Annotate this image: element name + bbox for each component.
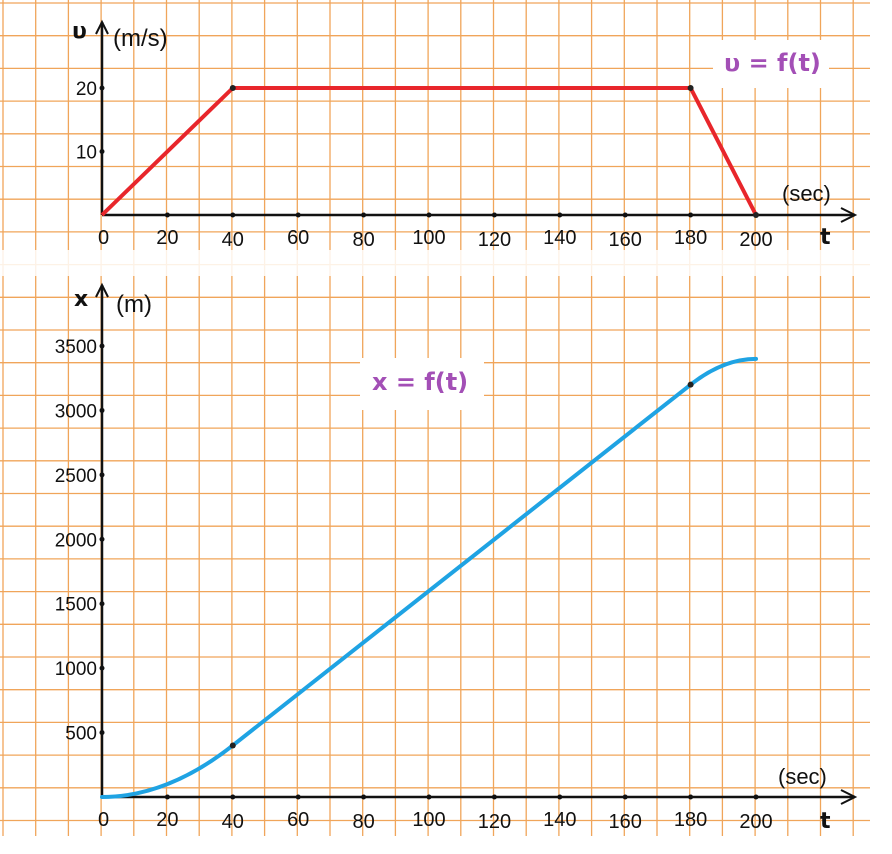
- x-tick-mark: [491, 794, 497, 800]
- velocity-x-unit: (sec): [782, 181, 831, 206]
- x-tick-mark: [426, 212, 432, 218]
- position-series: [100, 356, 758, 799]
- y-tick-label: 2000: [55, 530, 97, 551]
- velocity-series: [100, 85, 759, 218]
- series-point: [229, 85, 236, 91]
- x-tick-label: 60: [287, 809, 309, 831]
- x-tick-label: 180: [674, 809, 707, 831]
- x-tick-mark: [622, 212, 628, 218]
- series-point: [687, 381, 694, 388]
- x-tick-mark: [426, 794, 432, 800]
- y-tick-label: 10: [76, 143, 97, 164]
- velocity-y-ticks: 10 20: [76, 79, 105, 164]
- y-tick-mark: [99, 343, 105, 349]
- velocity-title: υ = f(t): [724, 49, 821, 77]
- position-y-unit: (m): [116, 291, 152, 318]
- velocity-x-ticks: 0 20 40 60 80 100 120 140 160 180 200: [98, 212, 773, 251]
- series-point: [687, 85, 694, 91]
- y-axis-arrow: [95, 282, 109, 298]
- x-tick-label: 120: [478, 229, 511, 251]
- y-tick-mark: [99, 85, 105, 91]
- position-title: x = f(t): [372, 368, 468, 396]
- velocity-y-unit: (m/s): [113, 25, 168, 52]
- x-axis-arrow: [840, 789, 858, 805]
- velocity-axes: [95, 19, 858, 223]
- position-curve: [100, 356, 758, 799]
- y-tick-label: 500: [65, 724, 97, 745]
- x-tick-mark: [230, 212, 236, 218]
- x-tick-label: 80: [352, 229, 374, 251]
- x-tick-mark: [164, 212, 170, 218]
- x-tick-label: 140: [543, 809, 576, 831]
- x-tick-mark: [230, 794, 236, 800]
- position-chart: 0 20 40 60 80 100 120 140 160 180 200 500 1000 1500 2…: [55, 282, 858, 834]
- panel-separator: [0, 250, 880, 276]
- y-tick-mark: [99, 407, 105, 413]
- position-title-box: [360, 358, 484, 410]
- x-tick-mark: [164, 794, 170, 800]
- x-tick-mark: [688, 794, 694, 800]
- series-point: [753, 212, 759, 218]
- velocity-y-symbol: υ: [72, 19, 87, 44]
- x-tick-label: 160: [609, 229, 642, 251]
- series-point: [229, 742, 236, 749]
- y-axis-arrow: [95, 19, 109, 35]
- velocity-chart: 0 20 40 60 80 100 120 140 160 180 200 10 20 υ (m/s)…: [72, 19, 858, 251]
- y-tick-mark: [99, 472, 105, 478]
- x-tick-label: 60: [287, 227, 309, 249]
- x-axis-arrow: [840, 207, 858, 223]
- y-tick-label: 1500: [55, 595, 97, 616]
- x-tick-label: 0: [98, 809, 109, 831]
- y-tick-label: 1000: [55, 659, 97, 680]
- position-x-ticks: 0 20 40 60 80 100 120 140 160 180 200: [98, 794, 773, 833]
- x-tick-mark: [557, 794, 563, 800]
- graph-paper-grid: [0, 0, 880, 836]
- x-tick-mark: [361, 212, 367, 218]
- velocity-title-box: [713, 40, 829, 88]
- x-tick-label: 40: [222, 811, 244, 833]
- y-tick-mark: [99, 149, 105, 154]
- x-tick-mark: [295, 212, 301, 218]
- y-tick-label: 2500: [55, 466, 97, 487]
- position-y-ticks: 500 1000 1500 2000 2500 3000 3500: [55, 337, 105, 745]
- x-tick-label: 200: [739, 811, 772, 833]
- x-tick-label: 40: [222, 229, 244, 251]
- velocity-line: [100, 86, 758, 217]
- x-tick-label: 0: [98, 227, 109, 249]
- position-x-symbol: t: [820, 809, 831, 834]
- x-tick-mark: [361, 794, 367, 800]
- x-tick-mark: [491, 212, 497, 218]
- y-tick-mark: [99, 536, 105, 542]
- y-tick-label: 3500: [55, 337, 97, 358]
- x-tick-mark: [557, 212, 563, 218]
- x-tick-label: 20: [156, 809, 178, 831]
- x-tick-mark: [753, 794, 759, 800]
- velocity-x-symbol: t: [820, 225, 831, 250]
- x-tick-label: 180: [674, 227, 707, 249]
- x-tick-label: 160: [609, 811, 642, 833]
- x-tick-label: 100: [412, 227, 445, 249]
- x-tick-label: 100: [412, 809, 445, 831]
- x-tick-label: 120: [478, 811, 511, 833]
- x-tick-mark: [688, 212, 694, 218]
- position-y-symbol: x: [74, 287, 88, 312]
- y-tick-mark: [99, 730, 105, 736]
- position-x-unit: (sec): [778, 764, 827, 789]
- x-tick-label: 80: [352, 811, 374, 833]
- y-tick-mark: [99, 601, 105, 607]
- x-tick-mark: [622, 794, 628, 800]
- y-tick-label: 20: [76, 79, 97, 100]
- x-tick-label: 200: [739, 229, 772, 251]
- y-tick-mark: [99, 665, 105, 671]
- x-tick-label: 20: [156, 227, 178, 249]
- x-tick-label: 140: [543, 227, 576, 249]
- y-tick-label: 3000: [55, 401, 97, 422]
- x-tick-mark: [295, 794, 301, 800]
